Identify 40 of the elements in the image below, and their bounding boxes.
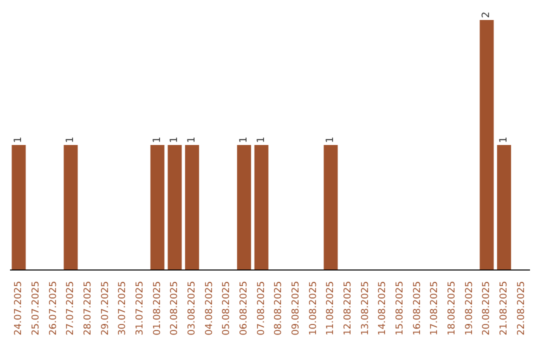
x-tick-label: 08.08.2025 xyxy=(273,281,284,336)
x-tick-label: 13.08.2025 xyxy=(360,281,371,336)
x-tick-label: 12.08.2025 xyxy=(342,281,354,336)
data-label: 1 xyxy=(65,136,76,143)
x-tick-label: 24.07.2025 xyxy=(13,281,24,336)
x-tick-label: 18.08.2025 xyxy=(446,281,458,336)
x-tick-label: 29.07.2025 xyxy=(100,281,111,336)
x-tick-label: 28.07.2025 xyxy=(82,281,94,336)
data-label: 1 xyxy=(169,136,180,143)
data-label: 1 xyxy=(13,136,24,143)
x-tick-label: 25.07.2025 xyxy=(30,281,42,336)
x-tick-label: 26.07.2025 xyxy=(48,281,59,336)
x-tick-label: 27.07.2025 xyxy=(65,281,76,336)
x-tick-label: 11.08.2025 xyxy=(325,281,336,336)
x-tick-label: 15.08.2025 xyxy=(394,281,406,336)
x-tick-label: 14.08.2025 xyxy=(377,281,388,336)
x-tick-label: 10.08.2025 xyxy=(308,281,319,336)
x-tick-label: 01.08.2025 xyxy=(152,281,163,336)
x-tick-label: 05.08.2025 xyxy=(221,281,232,336)
x-tick-label: 17.08.2025 xyxy=(429,281,440,336)
x-tick-label: 21.08.2025 xyxy=(498,281,510,336)
x-tick-label: 06.08.2025 xyxy=(238,281,250,336)
x-tick-label: 07.08.2025 xyxy=(256,281,267,336)
data-label: 1 xyxy=(498,136,510,143)
x-tick-label: 31.07.2025 xyxy=(134,281,146,336)
data-label: 1 xyxy=(256,136,267,143)
data-label: 1 xyxy=(186,136,198,143)
x-tick-label: 16.08.2025 xyxy=(412,281,423,336)
data-label: 1 xyxy=(238,136,250,143)
data-label: 1 xyxy=(152,136,163,143)
x-tick-label: 03.08.2025 xyxy=(186,281,198,336)
x-tick-label: 19.08.2025 xyxy=(464,281,475,336)
data-label: 1 xyxy=(325,136,336,143)
x-tick-label: 30.07.2025 xyxy=(117,281,128,336)
data-label: 2 xyxy=(481,12,492,18)
x-tick-label: 02.08.2025 xyxy=(169,281,180,336)
x-tick-label: 09.08.2025 xyxy=(290,281,302,336)
x-tick-label: 22.08.2025 xyxy=(516,281,527,336)
x-tick-label: 20.08.2025 xyxy=(481,281,492,336)
x-tick-label: 04.08.2025 xyxy=(204,281,215,336)
